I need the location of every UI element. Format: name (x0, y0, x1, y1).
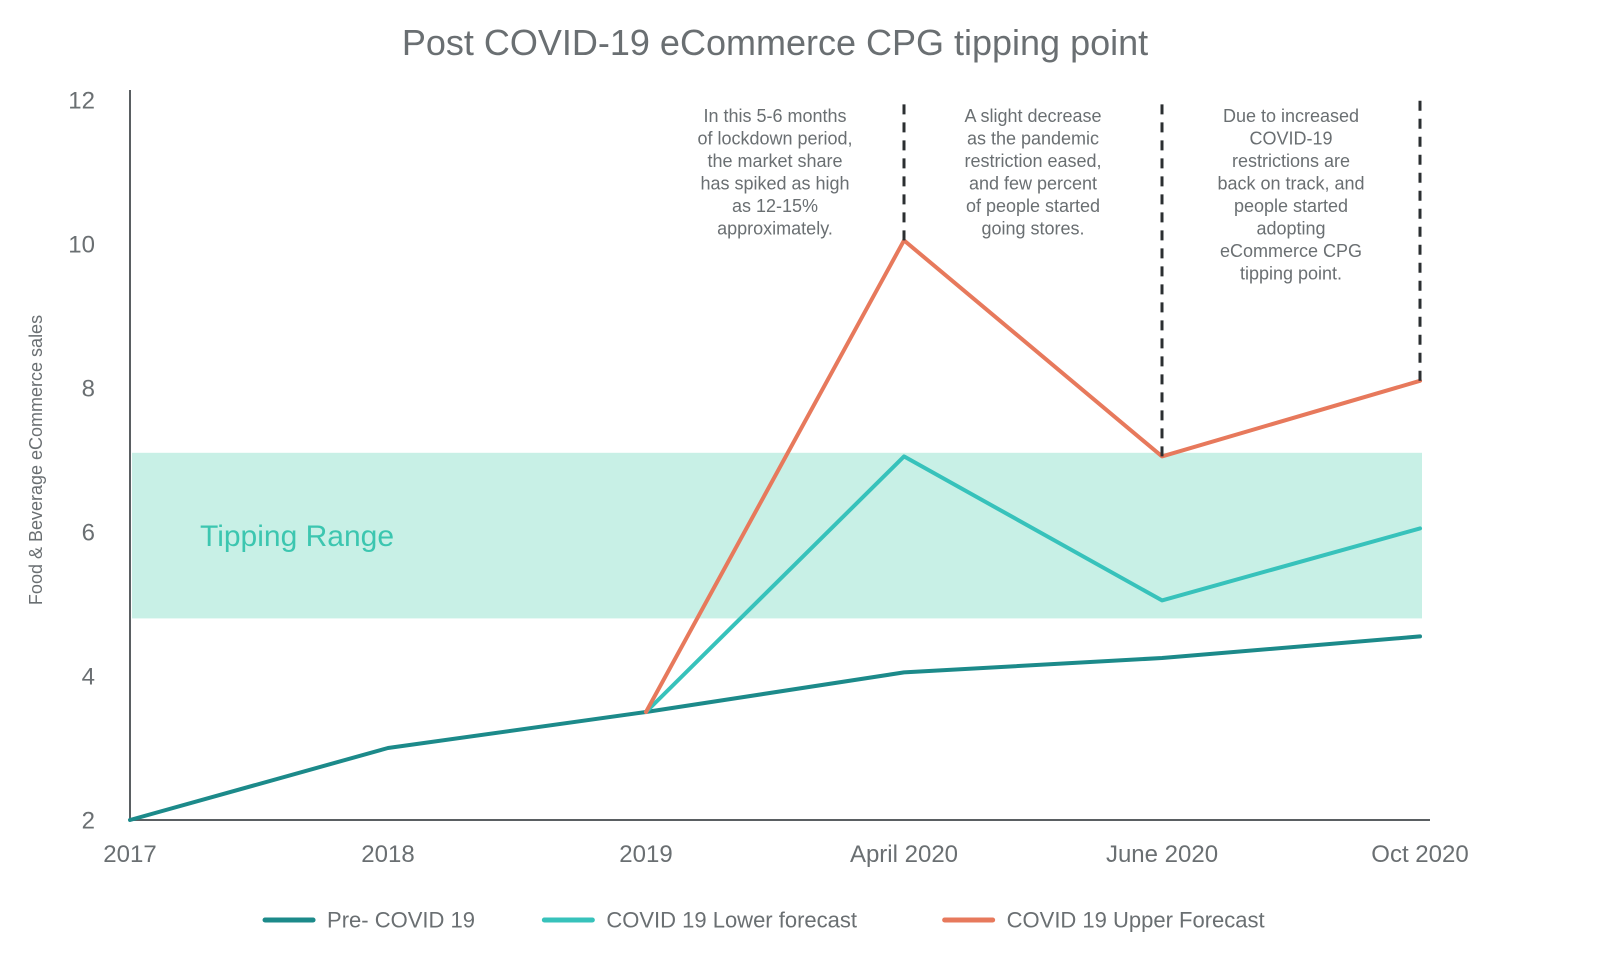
x-tick-label: 2018 (361, 841, 414, 868)
chart-title: Post COVID-19 eCommerce CPG tipping poin… (402, 22, 1148, 63)
y-tick-label: 4 (82, 663, 95, 690)
y-axis-label: Food & Beverage eCommerce sales (26, 315, 46, 605)
annotation-line: going stores. (981, 219, 1084, 239)
chart-canvas: Post COVID-19 eCommerce CPG tipping poin… (0, 0, 1600, 971)
annotation-a1: In this 5-6 months of lockdown period,the… (697, 106, 852, 239)
annotation-line: In this 5-6 months (703, 106, 846, 126)
x-tick-label: April 2020 (850, 841, 958, 868)
y-tick-label: 6 (82, 519, 95, 546)
x-tick-label: 2019 (619, 841, 672, 868)
y-tick-label: 12 (68, 87, 95, 114)
annotation-line: of people started (966, 196, 1100, 216)
annotation-line: as the pandemic (967, 129, 1099, 149)
annotation-line: adopting (1256, 219, 1325, 239)
annotation-line: has spiked as high (700, 174, 849, 194)
annotation-line: back on track, and (1217, 174, 1364, 194)
annotation-line: approximately. (717, 219, 833, 239)
x-tick-label: 2017 (103, 841, 156, 868)
legend-label-lower: COVID 19 Lower forecast (606, 908, 857, 933)
y-tick-label: 8 (82, 375, 95, 402)
annotation-line: people started (1234, 196, 1348, 216)
annotation-line: restrictions are (1232, 151, 1350, 171)
legend-label-upper: COVID 19 Upper Forecast (1007, 908, 1265, 933)
y-tick-label: 2 (82, 807, 95, 834)
legend-label-pre: Pre- COVID 19 (327, 908, 475, 933)
annotation-line: and few percent (969, 174, 1097, 194)
series-line-pre (130, 636, 1420, 820)
annotation-line: restriction eased, (964, 151, 1101, 171)
annotation-line: Due to increased (1223, 106, 1359, 126)
annotation-line: eCommerce CPG (1220, 241, 1362, 261)
x-tick-label: June 2020 (1106, 841, 1218, 868)
annotation-line: tipping point. (1240, 264, 1342, 284)
tipping-range-label: Tipping Range (200, 520, 394, 553)
y-tick-label: 10 (68, 231, 95, 258)
annotation-a2: A slight decrease as the pandemicrestrict… (964, 106, 1101, 239)
annotation-line: of lockdown period, (697, 129, 852, 149)
annotation-line: A slight decrease (964, 106, 1101, 126)
annotation-a3: Due to increased COVID-19restrictions are… (1217, 106, 1364, 284)
annotation-line: the market share (707, 151, 842, 171)
x-tick-label: Oct 2020 (1371, 841, 1468, 868)
annotation-line: COVID-19 (1249, 129, 1332, 149)
annotation-line: as 12-15% (732, 196, 818, 216)
